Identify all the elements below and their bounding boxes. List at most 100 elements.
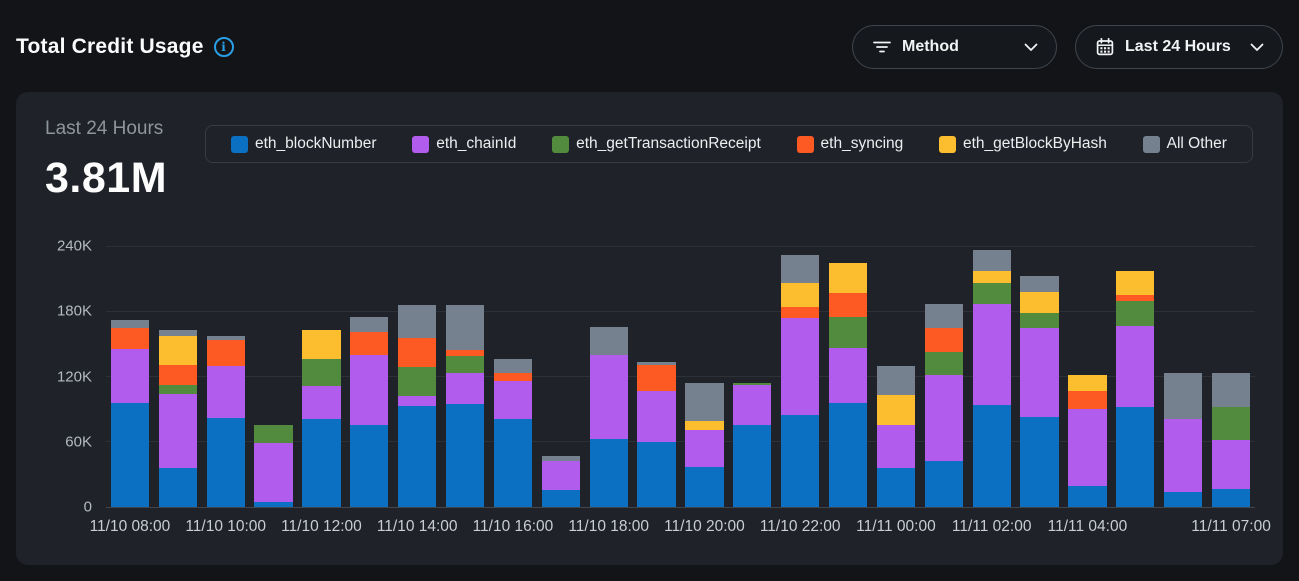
bar-segment-all-other[interactable] — [589, 326, 628, 355]
bar-segment-eth_blocknumber[interactable] — [254, 501, 293, 507]
bar-segment-eth_chainid[interactable] — [1116, 326, 1155, 407]
bar-segment-eth_chainid[interactable] — [398, 396, 437, 406]
bar-segment-eth_chainid[interactable] — [972, 303, 1011, 405]
bar-11-10-17-00[interactable] — [541, 455, 580, 507]
bar-segment-all-other[interactable] — [110, 319, 150, 328]
bar-segment-eth_gettransactionreceipt[interactable] — [1020, 313, 1059, 328]
bar-segment-eth_chainid[interactable] — [1020, 327, 1059, 417]
bar-segment-eth_chainid[interactable] — [1211, 439, 1251, 489]
bar-segment-eth_blocknumber[interactable] — [493, 418, 533, 507]
bar-segment-eth_blocknumber[interactable] — [972, 404, 1011, 507]
bar-segment-all-other[interactable] — [924, 303, 963, 328]
bar-segment-eth_syncing[interactable] — [350, 331, 389, 355]
bar-segment-eth_blocknumber[interactable] — [1211, 488, 1251, 507]
bar-segment-eth_getblockbyhash[interactable] — [1068, 375, 1107, 391]
legend-item-eth_getblockbyhash[interactable]: eth_getBlockByHash — [939, 135, 1107, 153]
time-range-dropdown[interactable]: Last 24 Hours — [1075, 25, 1283, 69]
bar-segment-eth_syncing[interactable] — [110, 327, 150, 350]
bar-segment-eth_gettransactionreceipt[interactable] — [398, 366, 437, 397]
bar-segment-all-other[interactable] — [876, 365, 916, 396]
bar-11-10-08-00[interactable] — [110, 319, 150, 507]
bar-11-10-19-00[interactable] — [637, 362, 676, 507]
legend-item-eth_blocknumber[interactable]: eth_blockNumber — [231, 135, 376, 153]
legend-item-eth_gettransactionreceipt[interactable]: eth_getTransactionReceipt — [552, 135, 761, 153]
bar-segment-eth_getblockbyhash[interactable] — [972, 271, 1011, 283]
bar-11-10-10-00[interactable] — [206, 336, 245, 507]
bar-segment-eth_blocknumber[interactable] — [398, 405, 437, 507]
bar-11-11-02-00[interactable] — [972, 250, 1011, 507]
bar-segment-eth_blocknumber[interactable] — [445, 403, 485, 507]
bar-segment-eth_chainid[interactable] — [302, 386, 341, 419]
bar-segment-eth_chainid[interactable] — [541, 461, 580, 490]
bar-segment-eth_chainid[interactable] — [924, 375, 963, 462]
bar-segment-eth_chainid[interactable] — [589, 354, 628, 439]
bar-11-10-21-00[interactable] — [733, 383, 772, 507]
bar-segment-eth_blocknumber[interactable] — [685, 466, 724, 507]
bar-segment-eth_chainid[interactable] — [445, 373, 485, 404]
bar-segment-eth_blocknumber[interactable] — [302, 418, 341, 507]
bar-segment-eth_getblockbyhash[interactable] — [685, 421, 724, 430]
bar-11-11-04-00[interactable] — [1068, 375, 1107, 507]
bar-segment-all-other[interactable] — [350, 316, 389, 332]
bar-segment-eth_gettransactionreceipt[interactable] — [254, 425, 293, 443]
bar-segment-eth_blocknumber[interactable] — [350, 425, 389, 507]
bar-segment-eth_chainid[interactable] — [493, 380, 533, 419]
bar-segment-eth_chainid[interactable] — [733, 385, 772, 426]
bar-11-11-06-00[interactable] — [1164, 373, 1203, 507]
bar-segment-eth_syncing[interactable] — [158, 364, 197, 386]
bar-segment-eth_syncing[interactable] — [1068, 390, 1107, 410]
bar-segment-eth_syncing[interactable] — [781, 306, 820, 318]
bar-segment-eth_chainid[interactable] — [110, 349, 150, 403]
bar-segment-all-other[interactable] — [1164, 373, 1203, 419]
bar-segment-eth_syncing[interactable] — [1116, 294, 1155, 302]
bar-segment-eth_chainid[interactable] — [350, 354, 389, 426]
bar-segment-eth_syncing[interactable] — [445, 350, 485, 356]
bar-segment-eth_syncing[interactable] — [828, 292, 868, 317]
bar-segment-eth_gettransactionreceipt[interactable] — [733, 383, 772, 386]
bar-segment-eth_getblockbyhash[interactable] — [828, 263, 868, 293]
bar-segment-eth_chainid[interactable] — [158, 393, 197, 468]
bar-11-11-07-00[interactable] — [1211, 373, 1251, 507]
bar-segment-eth_chainid[interactable] — [254, 442, 293, 502]
bar-segment-eth_gettransactionreceipt[interactable] — [1211, 406, 1251, 440]
bar-11-10-23-00[interactable] — [828, 263, 868, 507]
bar-segment-all-other[interactable] — [493, 359, 533, 374]
bar-segment-eth_blocknumber[interactable] — [828, 402, 868, 507]
bar-11-10-14-00[interactable] — [398, 304, 437, 507]
bar-segment-eth_gettransactionreceipt[interactable] — [828, 316, 868, 349]
bar-segment-eth_chainid[interactable] — [637, 390, 676, 442]
bar-segment-eth_getblockbyhash[interactable] — [781, 282, 820, 307]
bar-segment-eth_blocknumber[interactable] — [924, 461, 963, 507]
bar-segment-eth_blocknumber[interactable] — [1068, 486, 1107, 507]
bar-11-10-09-00[interactable] — [158, 329, 197, 507]
bar-segment-eth_getblockbyhash[interactable] — [1020, 291, 1059, 314]
legend-item-eth_syncing[interactable]: eth_syncing — [796, 135, 903, 153]
bar-segment-eth_chainid[interactable] — [781, 317, 820, 415]
bar-segment-eth_syncing[interactable] — [924, 327, 963, 352]
bar-segment-eth_getblockbyhash[interactable] — [1116, 271, 1155, 295]
bar-11-10-15-00[interactable] — [445, 304, 485, 507]
bar-segment-eth_chainid[interactable] — [206, 365, 245, 418]
bar-segment-eth_getblockbyhash[interactable] — [158, 336, 197, 365]
bar-segment-eth_chainid[interactable] — [828, 348, 868, 403]
bar-11-11-03-00[interactable] — [1020, 276, 1059, 507]
legend-item-eth_chainid[interactable]: eth_chainId — [412, 135, 516, 153]
bar-segment-eth_blocknumber[interactable] — [781, 414, 820, 507]
bar-segment-all-other[interactable] — [1020, 276, 1059, 292]
bar-segment-eth_blocknumber[interactable] — [1116, 406, 1155, 507]
bar-segment-eth_blocknumber[interactable] — [1164, 491, 1203, 507]
bar-11-11-01-00[interactable] — [924, 303, 963, 507]
bar-11-11-00-00[interactable] — [876, 365, 916, 507]
bar-11-10-22-00[interactable] — [781, 254, 820, 507]
bar-segment-eth_syncing[interactable] — [493, 373, 533, 381]
bar-segment-eth_gettransactionreceipt[interactable] — [972, 283, 1011, 304]
bar-segment-eth_syncing[interactable] — [398, 338, 437, 367]
bar-segment-eth_blocknumber[interactable] — [158, 467, 197, 507]
bar-segment-all-other[interactable] — [781, 254, 820, 283]
bar-segment-eth_chainid[interactable] — [1164, 418, 1203, 492]
bar-segment-all-other[interactable] — [445, 304, 485, 351]
bar-segment-eth_getblockbyhash[interactable] — [302, 329, 341, 360]
bar-11-10-11-00[interactable] — [254, 425, 293, 507]
bar-11-10-12-00[interactable] — [302, 329, 341, 507]
bar-segment-all-other[interactable] — [972, 250, 1011, 272]
